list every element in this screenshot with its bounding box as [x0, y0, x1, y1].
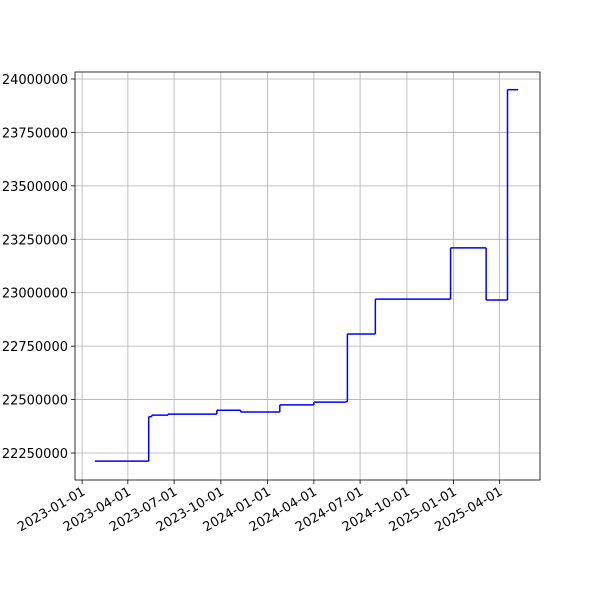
- y-tick-label: 22750000: [2, 340, 68, 355]
- y-tick-label: 22250000: [2, 447, 68, 462]
- plot-area: [75, 72, 540, 480]
- y-tick-label: 23250000: [2, 233, 68, 248]
- y-tick-label: 22500000: [2, 394, 68, 409]
- y-tick-label: 24000000: [2, 73, 68, 88]
- y-tick-label: 23750000: [2, 126, 68, 141]
- y-tick-label: 23000000: [2, 287, 68, 302]
- axes-frame: [74, 71, 541, 481]
- y-tick-label: 23500000: [2, 180, 68, 195]
